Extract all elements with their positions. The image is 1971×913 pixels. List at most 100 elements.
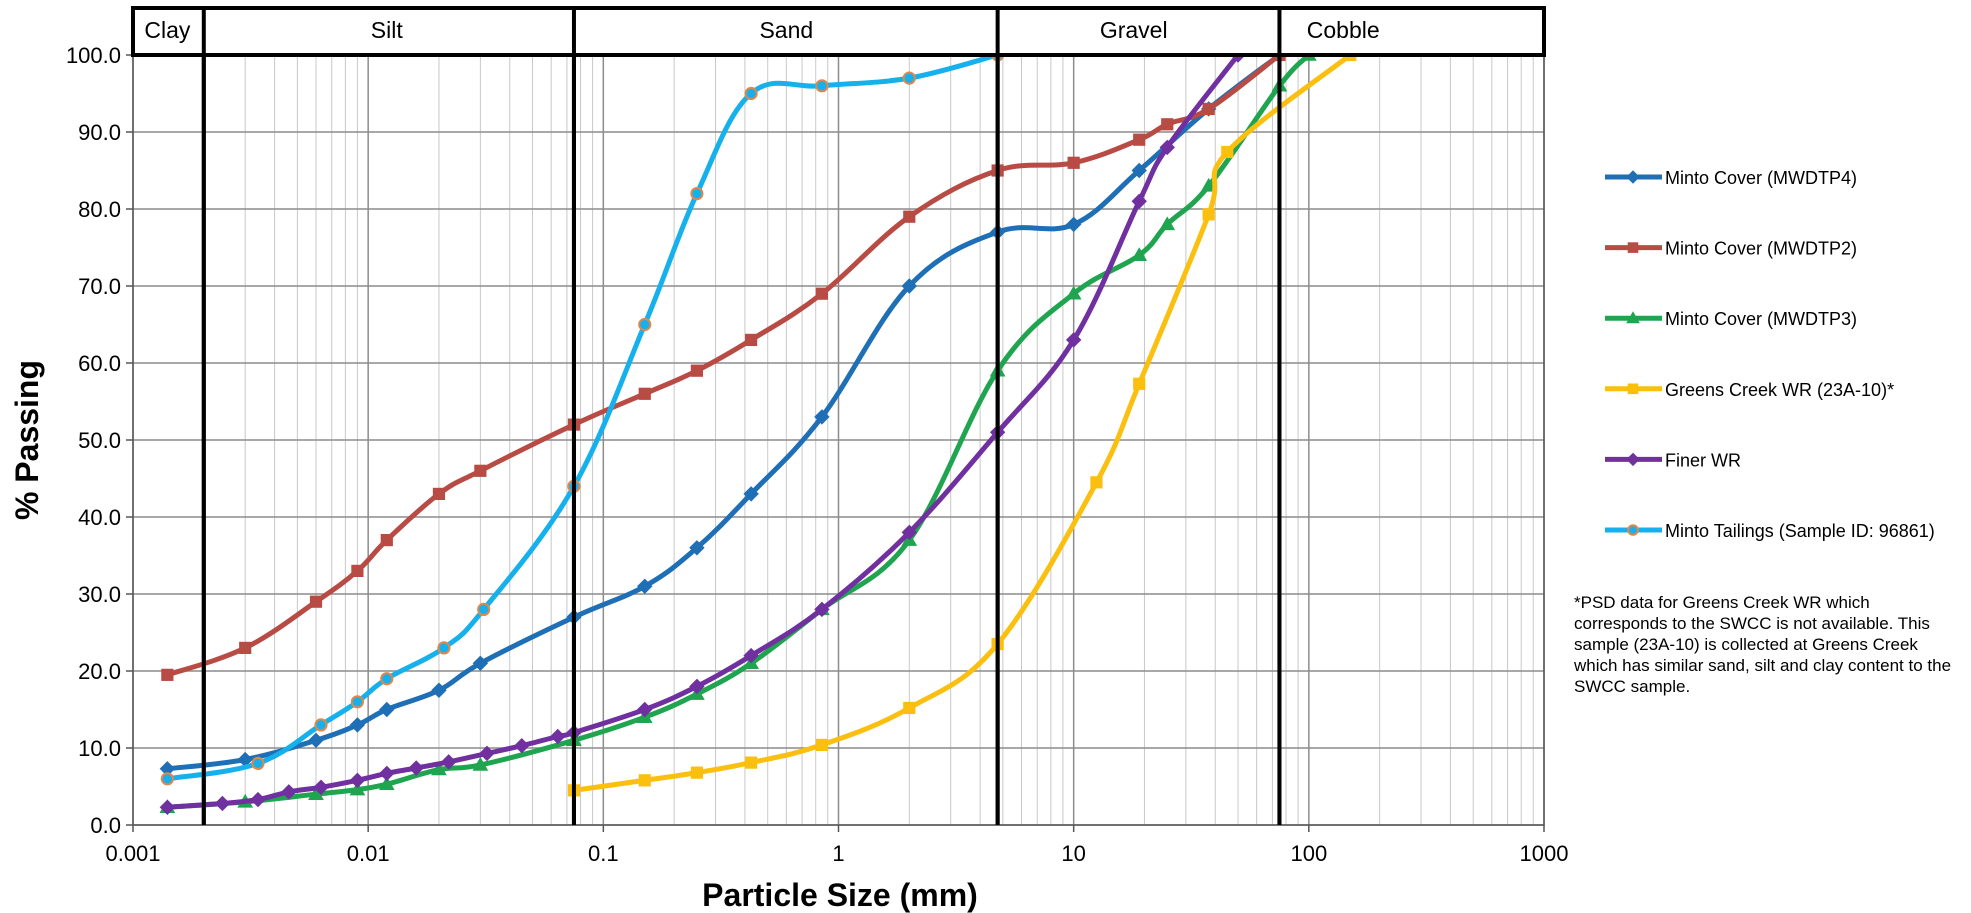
data-point (432, 487, 446, 500)
data-point (379, 765, 395, 782)
data-point (350, 695, 365, 709)
legend-label: Finer WR (1665, 450, 1741, 470)
data-point (743, 647, 759, 664)
data-point (1161, 118, 1174, 131)
data-point (1133, 133, 1146, 146)
data-point (380, 672, 394, 686)
data-point (349, 772, 366, 789)
series-line (164, 52, 1282, 678)
soil-class-label: Silt (371, 17, 404, 43)
data-point (251, 756, 265, 771)
data-point (814, 409, 830, 425)
x-axis-title: Particle Size (mm) (702, 877, 978, 913)
y-axis-title: % Passing (9, 360, 45, 520)
x-tick-label: 1 (832, 841, 844, 866)
data-point (638, 317, 652, 332)
legend-item: Greens Creek WR (23A-10)* (1605, 380, 1894, 400)
data-point (903, 701, 916, 715)
data-point (250, 791, 266, 808)
data-point (901, 524, 917, 541)
soil-class-header: Clay Silt Sand Gravel Cobble (131, 6, 1546, 825)
legend-marker (1627, 242, 1639, 253)
soil-class-label: Gravel (1100, 17, 1168, 43)
legend-item: Minto Cover (MWDTP3) (1605, 309, 1857, 329)
axes: 0.010.020.030.040.050.060.070.080.090.01… (66, 43, 1569, 866)
data-point (431, 682, 447, 698)
legend-label: Minto Cover (MWDTP2) (1665, 239, 1857, 259)
data-point (902, 71, 916, 85)
data-point (308, 732, 324, 749)
x-tick-label: 1000 (1520, 841, 1569, 866)
series-1 (161, 48, 1286, 681)
data-point (1131, 193, 1147, 210)
series-2 (159, 46, 1317, 814)
data-point (638, 387, 651, 400)
x-tick-label: 0.01 (347, 841, 390, 866)
data-point (744, 86, 758, 101)
data-point (1131, 162, 1147, 179)
series-line (571, 52, 1353, 793)
data-point (431, 761, 447, 776)
soil-class-label: Clay (144, 17, 191, 43)
data-point (1065, 332, 1082, 348)
data-point (479, 745, 495, 762)
x-tick-label: 0.001 (105, 841, 160, 866)
data-point (313, 779, 329, 795)
x-tick-label: 0.1 (588, 841, 619, 866)
data-point (214, 795, 231, 812)
series-0 (159, 47, 1288, 777)
data-point (281, 784, 297, 800)
data-point (380, 534, 393, 547)
data-point (814, 601, 830, 618)
data-point (550, 728, 566, 745)
legend: Minto Cover (MWDTP4) Minto Cover (MWDTP2)… (1605, 168, 1935, 541)
data-point (689, 678, 705, 695)
data-point (379, 701, 395, 718)
data-point (1090, 476, 1103, 489)
data-point (1133, 377, 1146, 390)
legend-label: Minto Cover (MWDTP3) (1665, 309, 1857, 329)
x-tick-label: 10 (1061, 841, 1085, 866)
data-point (1065, 285, 1082, 300)
data-point (437, 641, 451, 655)
legend-label: Minto Cover (MWDTP4) (1665, 168, 1857, 188)
data-point (638, 774, 651, 787)
data-point (239, 641, 252, 654)
data-point (349, 717, 366, 733)
data-point (690, 766, 704, 779)
data-point (690, 364, 704, 377)
legend-marker (1627, 383, 1639, 395)
data-point (815, 287, 829, 300)
data-point (351, 564, 364, 577)
y-tick-label: 80.0 (78, 197, 121, 222)
legend-marker (1627, 524, 1639, 536)
data-point (743, 486, 759, 502)
data-point (745, 756, 758, 769)
data-point (1159, 139, 1175, 156)
data-point (901, 278, 917, 294)
data-point (745, 333, 758, 346)
data-point (378, 776, 395, 790)
legend-label: Greens Creek WR (23A-10)* (1665, 380, 1894, 400)
data-point (408, 760, 424, 776)
legend-item: Minto Cover (MWDTP2) (1605, 239, 1857, 259)
data-point (690, 187, 704, 201)
y-tick-label: 20.0 (78, 659, 121, 684)
data-point (1202, 208, 1215, 221)
legend-item: Minto Tailings (Sample ID: 96861) (1605, 521, 1935, 541)
data-point (637, 701, 653, 718)
y-tick-label: 50.0 (78, 428, 121, 453)
data-point (472, 655, 489, 672)
series-4 (159, 47, 1246, 815)
data-point (903, 210, 916, 223)
legend-marker (1626, 452, 1640, 467)
y-tick-label: 0.0 (90, 813, 121, 838)
data-point (440, 754, 457, 770)
soil-class-label: Cobble (1307, 17, 1380, 43)
data-point (349, 781, 366, 796)
data-point (637, 578, 653, 595)
data-point (161, 668, 174, 681)
data-point (474, 464, 487, 477)
data-point (1200, 177, 1217, 192)
